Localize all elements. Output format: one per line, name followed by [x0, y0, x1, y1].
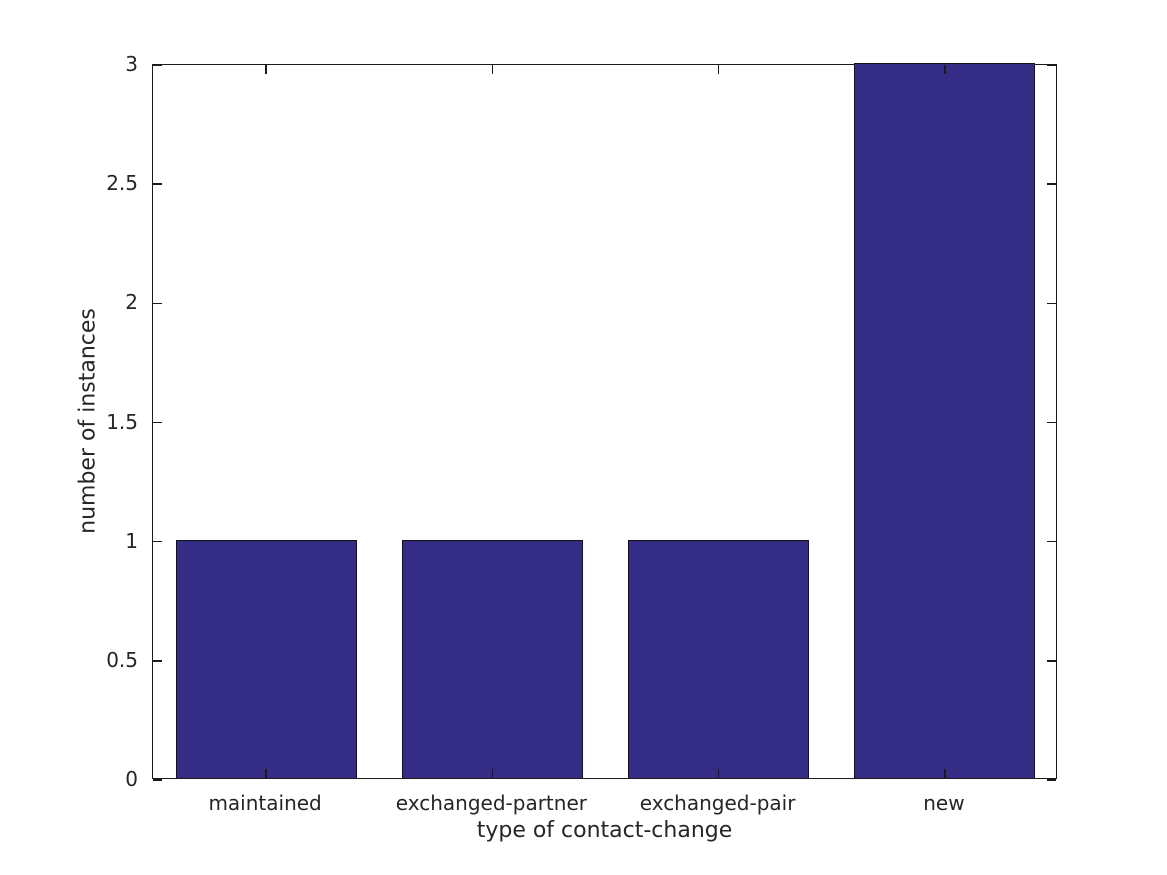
y-tick-mark — [153, 540, 162, 543]
y-tick-label: 0.5 — [106, 647, 138, 672]
x-axis-label: type of contact-change — [476, 818, 733, 843]
y-tick-mark — [1047, 421, 1056, 424]
x-tick-mark — [491, 65, 494, 74]
y-tick-mark — [1047, 660, 1056, 662]
x-tick-label: exchanged-partner — [395, 791, 587, 815]
x-tick-label: exchanged-pair — [639, 791, 796, 815]
x-tick-mark — [491, 769, 494, 778]
bar-new — [854, 63, 1036, 778]
y-tick-mark — [153, 421, 162, 424]
y-tick-label: 3 — [125, 52, 138, 76]
x-tick-label: maintained — [208, 791, 322, 815]
y-tick-label: 0 — [125, 767, 138, 791]
bar-exchanged-pair — [628, 539, 810, 778]
x-tick-mark — [717, 65, 720, 74]
y-tick-label: 2.5 — [106, 171, 138, 196]
x-tick-label: new — [923, 791, 965, 815]
y-tick-mark — [153, 660, 162, 662]
x-tick-mark — [265, 65, 267, 74]
y-tick-mark — [1047, 779, 1056, 781]
y-tick-label: 1.5 — [106, 409, 138, 434]
y-tick-mark — [1047, 64, 1056, 66]
y-tick-mark — [1047, 540, 1056, 543]
y-tick-mark — [153, 64, 162, 66]
y-tick-mark — [153, 779, 162, 781]
y-tick-mark — [1047, 183, 1056, 185]
bar-maintained — [175, 539, 357, 778]
y-tick-label: 2 — [125, 290, 138, 315]
y-tick-mark — [153, 302, 162, 305]
x-tick-mark — [717, 769, 720, 778]
y-tick-label: 1 — [125, 528, 138, 553]
plot-area — [152, 63, 1057, 781]
x-tick-mark — [944, 65, 946, 74]
bar-exchanged-partner — [401, 539, 583, 778]
y-tick-mark — [1047, 302, 1056, 305]
x-tick-mark — [265, 769, 267, 778]
x-tick-mark — [944, 769, 946, 778]
y-tick-mark — [153, 183, 162, 185]
